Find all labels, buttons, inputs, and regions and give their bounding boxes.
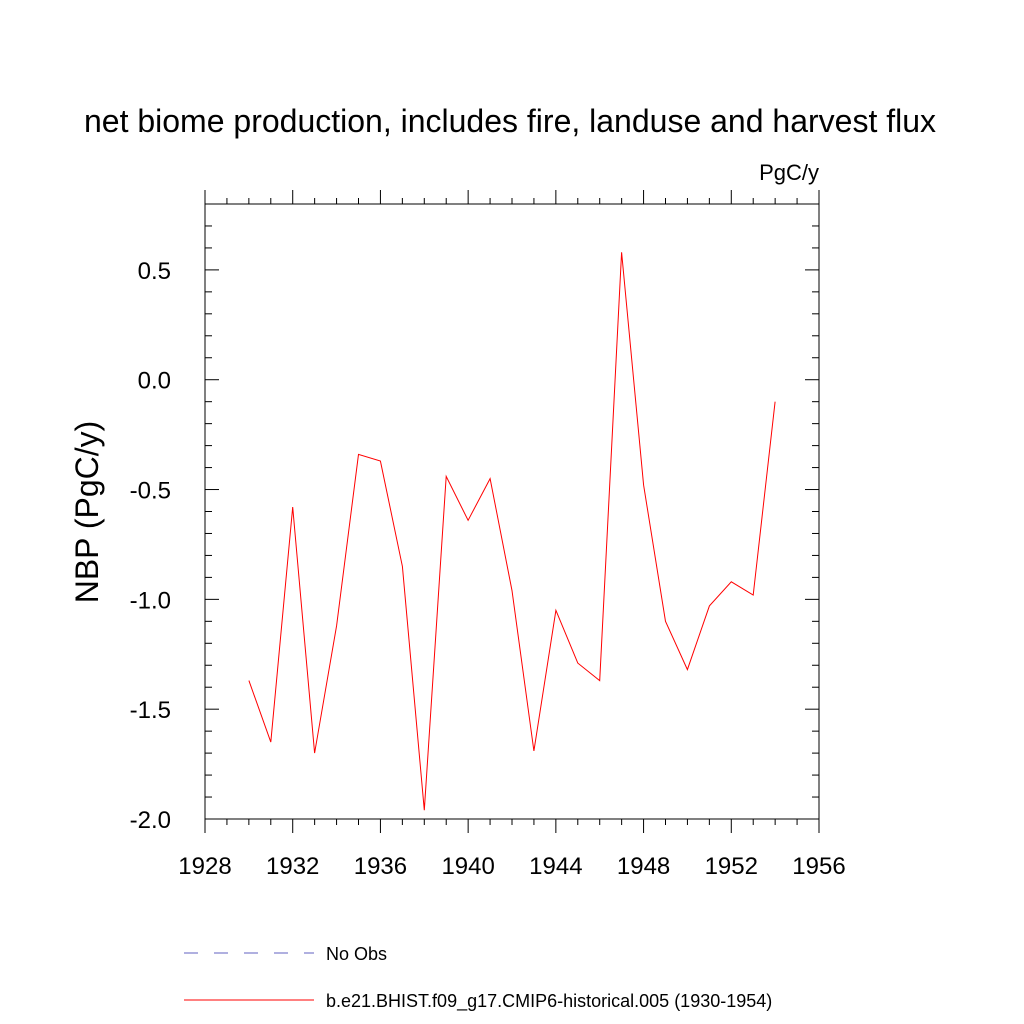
x-tick-label: 1952 [705, 853, 758, 880]
y-tick-label: -0.5 [130, 478, 171, 505]
y-axis-label: NBP (PgC/y) [69, 421, 105, 604]
axis-tick-labels: 1928 1932 1936 1940 1944 1948 1952 1956 -2.0 -1.5… [130, 258, 846, 880]
x-tick-label: 1928 [178, 853, 231, 880]
legend: No Obs b.e21.BHIST.f09_g17.CMIP6-historic… [184, 944, 772, 1012]
y-tick-label: -1.5 [130, 697, 171, 724]
data-series [248, 252, 776, 811]
legend-label: b.e21.BHIST.f09_g17.CMIP6-historical.005… [326, 991, 772, 1012]
units-label: PgC/y [759, 160, 819, 185]
axis-ticks [204, 190, 820, 833]
x-tick-label: 1948 [617, 853, 670, 880]
y-tick-label: -1.0 [130, 587, 171, 614]
x-tick-label: 1956 [792, 853, 845, 880]
x-tick-label: 1940 [441, 853, 494, 880]
x-tick-label: 1944 [529, 853, 582, 880]
chart-title: net biome production, includes fire, lan… [84, 103, 936, 139]
series-line [248, 252, 776, 811]
x-tick-label: 1932 [266, 853, 319, 880]
x-tick-label: 1936 [354, 853, 407, 880]
y-tick-label: 0.5 [138, 258, 171, 285]
legend-label: No Obs [326, 944, 387, 964]
plot-frame [204, 203, 820, 820]
y-tick-label: 0.0 [138, 368, 171, 395]
y-tick-label: -2.0 [130, 807, 171, 834]
